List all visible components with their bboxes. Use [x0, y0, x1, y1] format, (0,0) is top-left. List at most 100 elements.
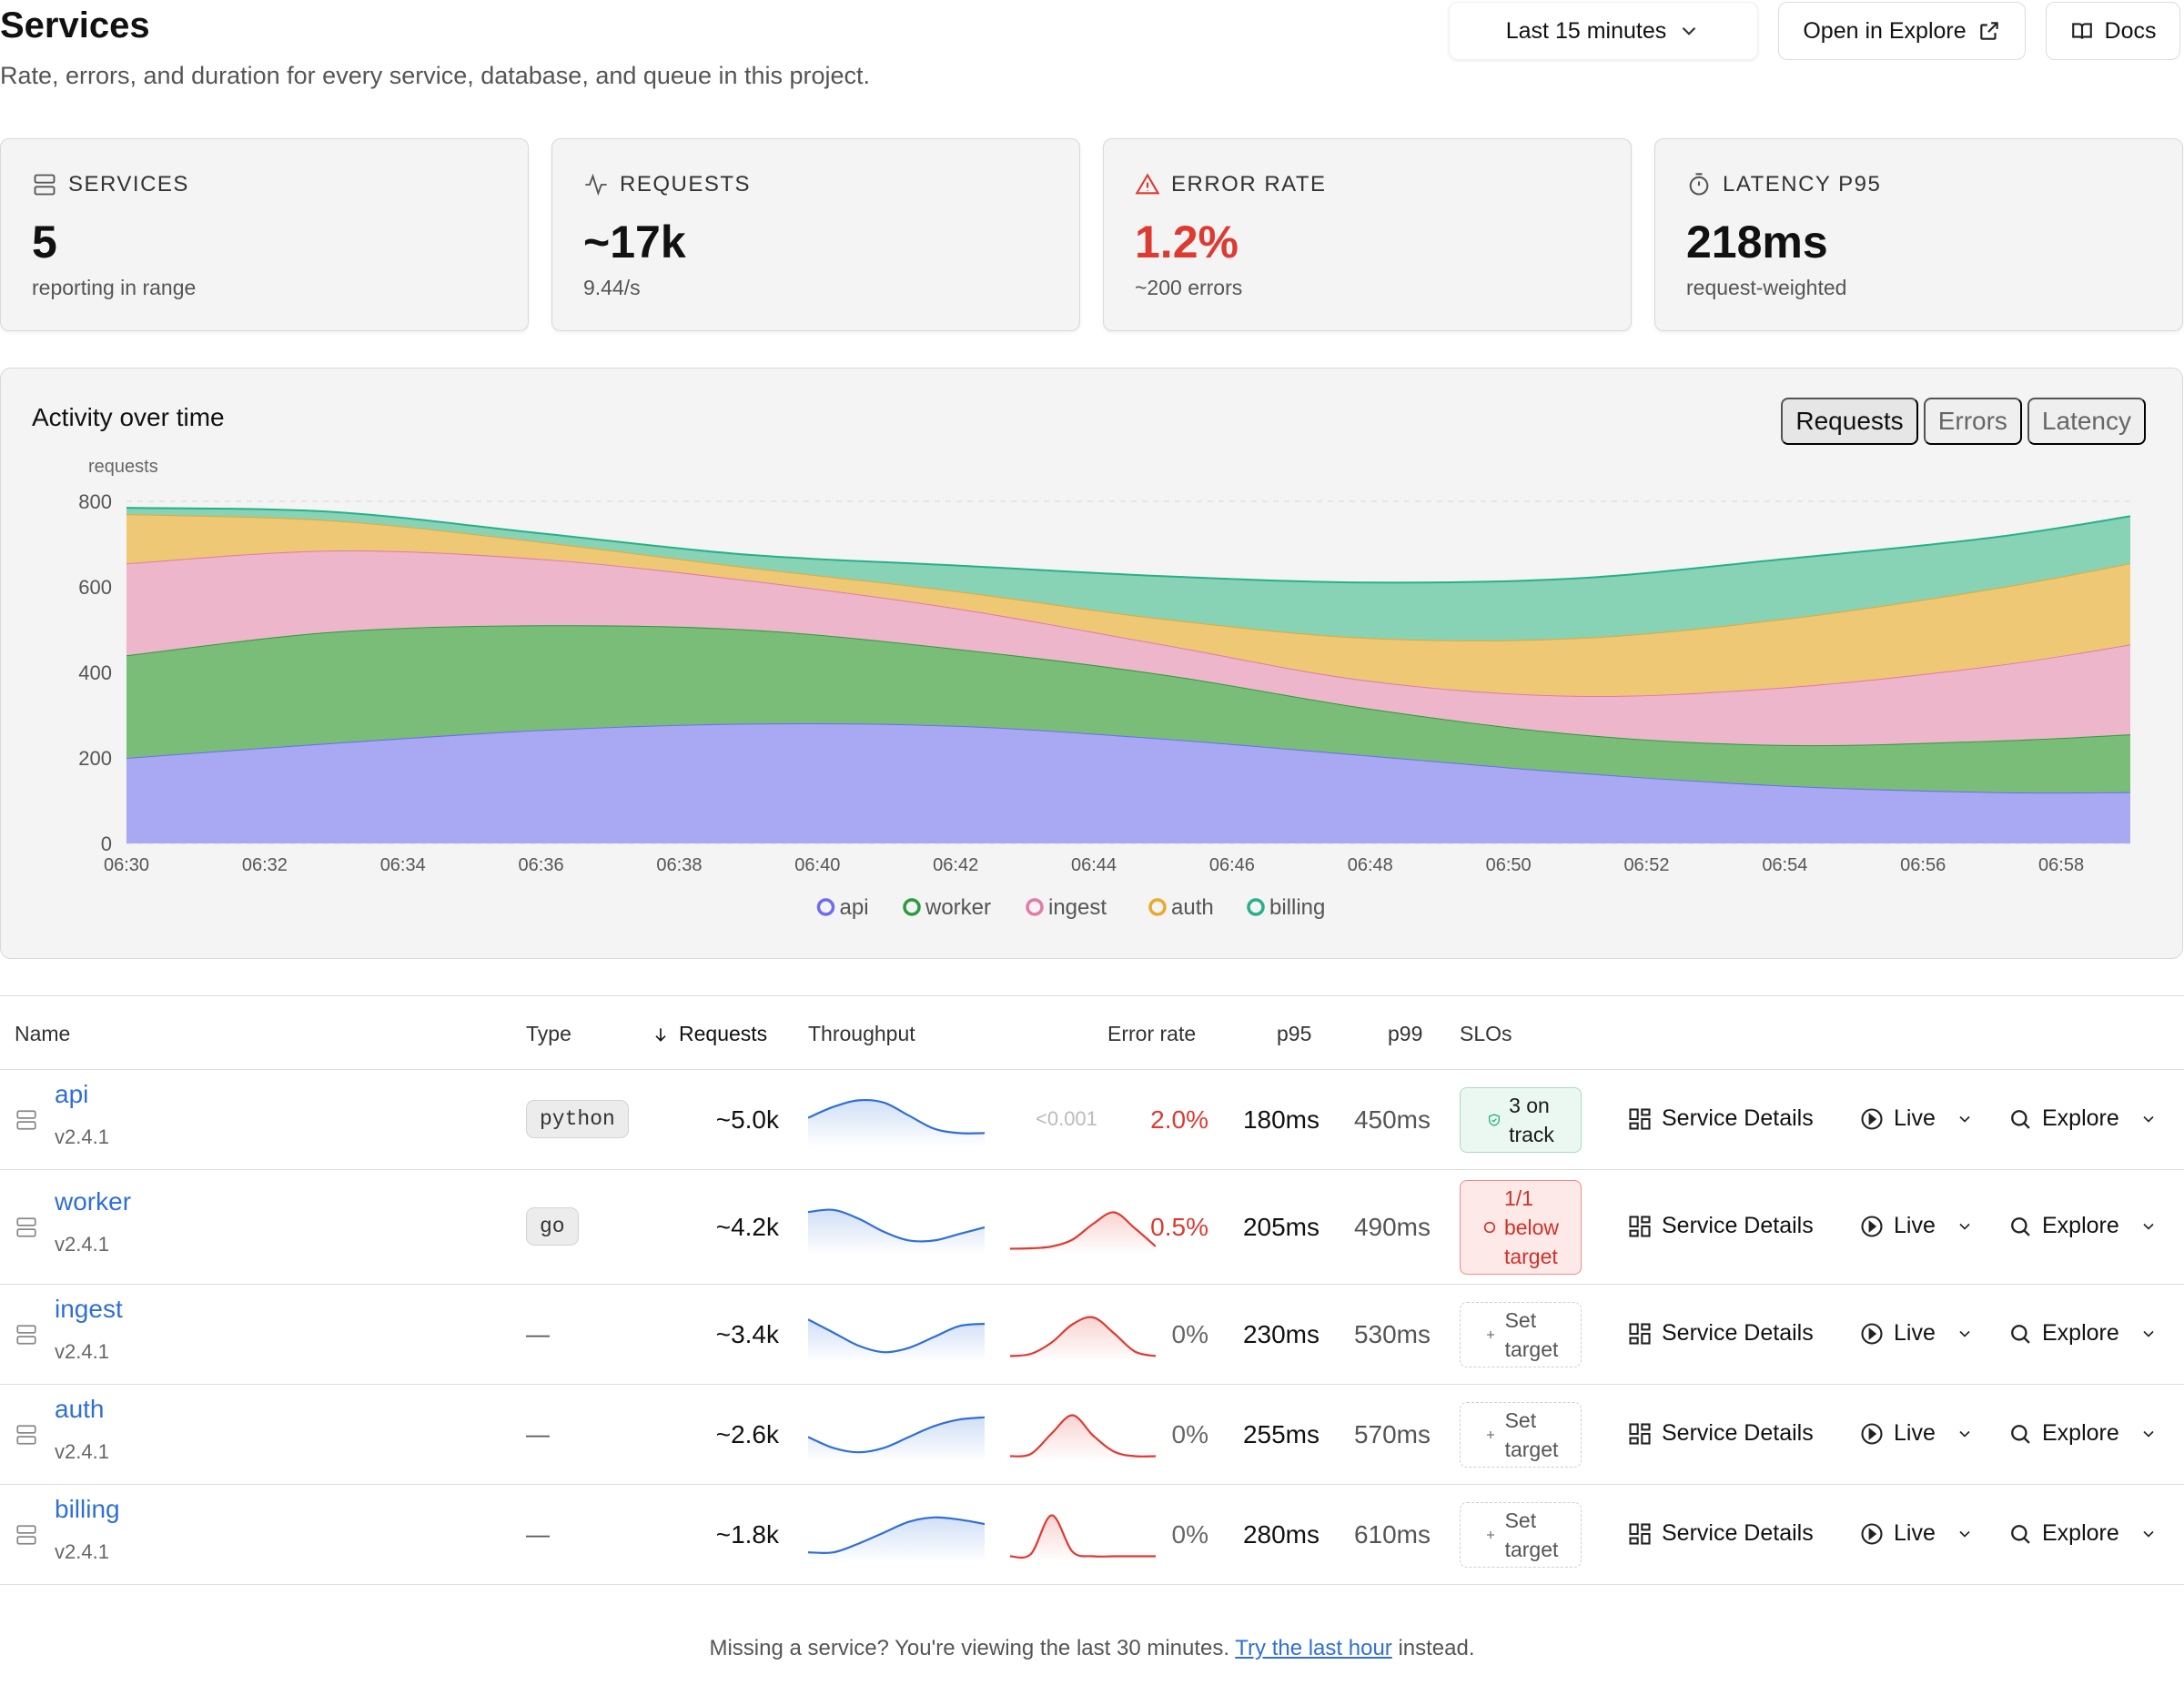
open-in-explore-button[interactable]: Open in Explore: [1778, 2, 2026, 60]
plus-icon: [1486, 1431, 1494, 1438]
live-dropdown[interactable]: Live: [1859, 1420, 1974, 1447]
header-requests-sorted[interactable]: Requests: [652, 1022, 767, 1046]
action-label: Service Details: [1662, 1420, 1814, 1446]
slo-text: 3 on: [1509, 1094, 1550, 1117]
chevron-down-icon: [1959, 1223, 1970, 1230]
service-details-button[interactable]: Service Details: [1627, 1320, 1814, 1347]
service-link[interactable]: billing: [55, 1495, 120, 1523]
error-sparkline-line: [1010, 1414, 1156, 1458]
service-version: v2.4.1: [55, 1125, 109, 1148]
service-link[interactable]: worker: [55, 1187, 132, 1216]
explore-dropdown[interactable]: Explore: [2007, 1320, 2158, 1347]
slo-text: target: [1503, 1245, 1558, 1268]
error-rate-value: 0.5%: [1150, 1213, 1208, 1241]
book-icon: [2071, 23, 2092, 39]
table-row[interactable]: ingest v2.4.1 — ~3.4k 0% 230ms 530ms Set…: [0, 1285, 2184, 1385]
error-sparkline-fill: [1010, 1212, 1156, 1255]
service-details-button[interactable]: Service Details: [1627, 1213, 1814, 1239]
server-icon: [16, 1217, 36, 1237]
service-details-button[interactable]: Service Details: [1627, 1420, 1814, 1447]
explore-dropdown[interactable]: Explore: [2007, 1520, 2158, 1547]
server-icon: [16, 1525, 36, 1545]
stat-card-services: SERVICES 5 reporting in range: [0, 138, 529, 331]
table-row[interactable]: api v2.4.1 python ~5.0k <0.001 2.0% 180m…: [0, 1070, 2184, 1170]
line-billing: [126, 507, 2131, 584]
x-tick-label: 06:40: [794, 855, 840, 875]
tab-requests[interactable]: Requests: [1781, 398, 1918, 445]
search-icon: [2011, 1109, 2030, 1129]
legend-item-auth[interactable]: auth: [1171, 895, 1214, 920]
service-link[interactable]: api: [55, 1080, 89, 1108]
action-label: Explore: [2042, 1420, 2119, 1446]
search-icon: [2011, 1216, 2030, 1236]
header-name[interactable]: Name: [15, 1022, 71, 1045]
throughput-sparkline: [808, 1416, 985, 1462]
slo-status-below-target[interactable]: 1/1 below target: [1460, 1180, 1582, 1275]
page-subtitle: Rate, errors, and duration for every ser…: [0, 62, 871, 89]
layout-grid-icon: [1629, 1107, 1651, 1130]
live-dropdown[interactable]: Live: [1859, 1520, 1974, 1547]
header-p95[interactable]: p95: [1277, 1022, 1312, 1045]
service-details-button[interactable]: Service Details: [1627, 1520, 1814, 1547]
slo-text: Set: [1504, 1508, 1537, 1532]
error-sparkline-fill: [1010, 1515, 1156, 1562]
sparkline-fill: [808, 1100, 985, 1147]
requests-value: ~3.4k: [715, 1320, 779, 1348]
explore-dropdown[interactable]: Explore: [2007, 1420, 2158, 1447]
action-label: Explore: [2042, 1320, 2119, 1346]
p99-value: 570ms: [1353, 1420, 1431, 1448]
p99-value: 530ms: [1353, 1320, 1431, 1348]
header-error-rate[interactable]: Error rate: [1107, 1022, 1197, 1045]
service-version: v2.4.1: [55, 1340, 109, 1363]
header-type[interactable]: Type: [526, 1022, 571, 1045]
explore-dropdown[interactable]: Explore: [2007, 1105, 2158, 1132]
layout-grid-icon: [1629, 1322, 1651, 1345]
table-row[interactable]: auth v2.4.1 — ~2.6k 0% 255ms 570ms Set ta…: [0, 1385, 2184, 1485]
x-tick-label: 06:46: [1209, 855, 1255, 875]
time-range-select[interactable]: Last 15 minutes: [1449, 2, 1758, 60]
service-link[interactable]: ingest: [55, 1295, 123, 1323]
header-throughput[interactable]: Throughput: [808, 1022, 915, 1045]
requests-value: ~1.8k: [715, 1520, 779, 1549]
docs-button[interactable]: Docs: [2046, 2, 2180, 60]
arrow-down-icon: [655, 1027, 666, 1042]
tab-errors[interactable]: Errors: [1923, 398, 2022, 445]
chevron-down-icon: [1959, 1430, 1970, 1438]
area-worker: [126, 625, 2130, 793]
tab-latency[interactable]: Latency: [2027, 398, 2146, 445]
x-tick-label: 06:34: [380, 855, 426, 875]
time-range-label: Last 15 minutes: [1505, 17, 1667, 44]
layout-grid-icon: [1629, 1522, 1651, 1545]
try-last-hour-link[interactable]: Try the last hour: [1235, 1636, 1392, 1660]
live-circle-icon: [1861, 1422, 1883, 1445]
service-link[interactable]: auth: [55, 1395, 105, 1423]
legend-item-api[interactable]: api: [840, 895, 869, 920]
live-dropdown[interactable]: Live: [1859, 1213, 1974, 1239]
legend-item-ingest[interactable]: ingest: [1048, 895, 1107, 920]
table-row[interactable]: billing v2.4.1 — ~1.8k 0% 280ms 610ms Se…: [0, 1485, 2184, 1585]
type-empty: —: [526, 1420, 550, 1448]
stat-sub: 9.44/s: [583, 276, 641, 299]
table-row[interactable]: worker v2.4.1 go ~4.2k 0.5% 205ms 490ms …: [0, 1170, 2184, 1285]
table-header: Name Type Requests Throughput Error rate…: [0, 995, 2184, 1070]
action-label: Service Details: [1662, 1105, 1814, 1131]
error-sparkline-line: [1010, 1316, 1156, 1357]
slo-text: 1/1: [1503, 1186, 1533, 1210]
live-dropdown[interactable]: Live: [1859, 1320, 1974, 1347]
slo-status-on-track[interactable]: 3 on track: [1460, 1087, 1582, 1153]
y-tick-label: 800: [78, 490, 112, 513]
header-p99[interactable]: p99: [1388, 1022, 1423, 1045]
set-target-button[interactable]: Set target: [1460, 1402, 1582, 1468]
slo-text: target: [1504, 1538, 1559, 1561]
service-details-button[interactable]: Service Details: [1627, 1105, 1814, 1132]
explore-dropdown[interactable]: Explore: [2007, 1213, 2158, 1239]
p95-value: 205ms: [1242, 1213, 1320, 1241]
set-target-button[interactable]: Set target: [1460, 1502, 1582, 1568]
legend-item-billing[interactable]: billing: [1269, 895, 1325, 920]
chevron-down-icon: [1959, 1530, 1970, 1538]
chevron-down-icon: [1959, 1115, 1970, 1123]
set-target-button[interactable]: Set target: [1460, 1302, 1582, 1367]
live-dropdown[interactable]: Live: [1859, 1105, 1974, 1132]
legend-item-worker[interactable]: worker: [925, 895, 991, 920]
docs-label: Docs: [2104, 17, 2157, 44]
